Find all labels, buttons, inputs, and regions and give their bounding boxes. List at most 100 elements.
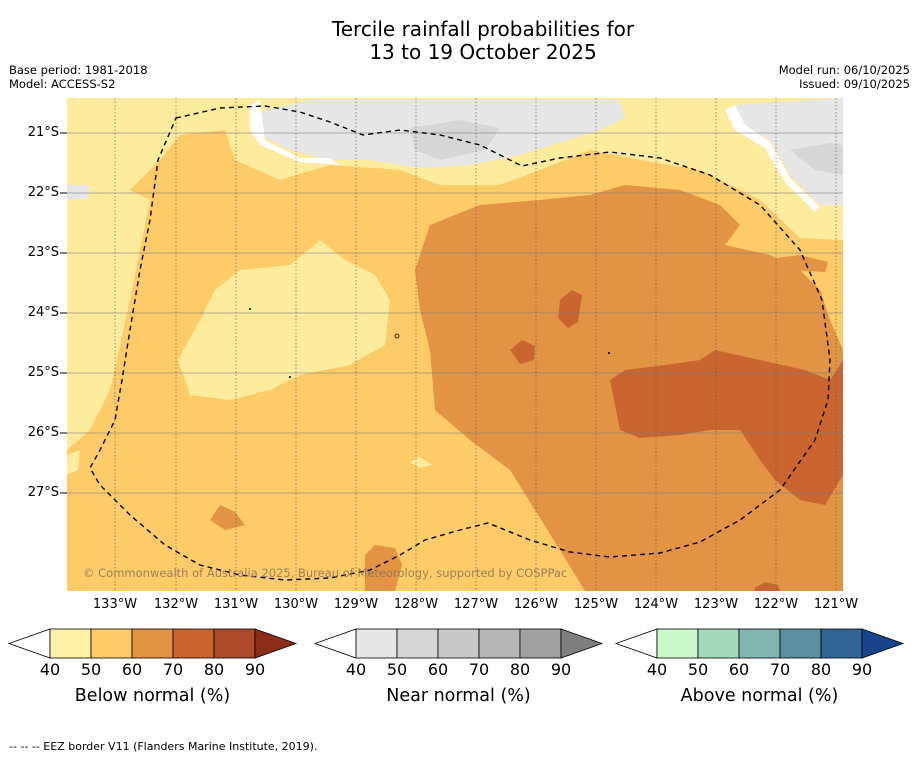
- colorbar-tick-label: 90: [851, 660, 873, 679]
- lon-label-124w: 124°W: [633, 597, 679, 612]
- title-line-1: Tercile rainfall probabilities for: [331, 17, 635, 41]
- colorbar-tick-label: 40: [345, 660, 367, 679]
- colorbar-over-triangle: [861, 628, 905, 659]
- map-plot-area: [67, 98, 843, 591]
- near-40-northeast: [735, 98, 843, 205]
- title-line-2: 13 to 19 October 2025: [369, 40, 597, 64]
- colorbar-swatch: [738, 628, 781, 659]
- colorbar-swatch: [478, 628, 521, 659]
- colorbar-tick-label: 80: [810, 660, 832, 679]
- below-40-southwest: [67, 450, 80, 475]
- lat-label-24s: 24°S: [27, 305, 59, 320]
- near-50-northeast: [790, 143, 843, 175]
- below-70-small-1: [558, 290, 582, 328]
- colorbar-tick-label: 40: [646, 660, 668, 679]
- model-run: Model run: 06/10/2025: [778, 63, 910, 77]
- colorbar-tick-label: 70: [162, 660, 184, 679]
- colorbar-tick-label: 60: [121, 660, 143, 679]
- eez-border: [89, 105, 831, 581]
- meta-left: Base period: 1981-2018 Model: ACCESS-S2: [9, 63, 148, 91]
- lon-label-131w: 131°W: [213, 597, 259, 612]
- colorbar-near-normal: [313, 628, 604, 659]
- lon-label-132w: 132°W: [153, 597, 199, 612]
- white-gap-north: [250, 100, 340, 165]
- island-mark: [608, 352, 610, 354]
- below-40-west: [67, 190, 150, 450]
- colorbar-title: Above normal (%): [680, 686, 839, 706]
- meta-right: Model run: 06/10/2025 Issued: 09/10/2025: [779, 63, 910, 91]
- colorbar-under-triangle: [313, 628, 357, 659]
- lat-label-23s: 23°S: [27, 245, 59, 260]
- lat-label-22s: 22°S: [27, 185, 59, 200]
- colorbar-tick-label: 80: [509, 660, 531, 679]
- colorbar-tick-label: 60: [427, 660, 449, 679]
- colorbar-below-normal: [7, 628, 298, 659]
- lon-label-129w: 129°W: [333, 597, 379, 612]
- colorbar-above-normal: [614, 628, 905, 659]
- island-mark: [289, 376, 291, 378]
- below-60-east-strip: [760, 255, 828, 272]
- colorbar-swatch: [656, 628, 699, 659]
- colorbar-tick-label: 50: [80, 660, 102, 679]
- colorbar-tick-label: 80: [203, 660, 225, 679]
- colorbar-tick-label: 70: [769, 660, 791, 679]
- colorbar-swatch: [820, 628, 863, 659]
- colorbar-over-triangle: [254, 628, 298, 659]
- colorbar-title: Near normal (%): [386, 686, 531, 706]
- copyright-notice: © Commonwealth of Australia 2025, Bureau…: [83, 566, 568, 580]
- colorbar-tick-label: 60: [728, 660, 750, 679]
- colorbar-under-triangle: [614, 628, 658, 659]
- eez-footnote: -- -- -- EEZ border V11 (Flanders Marine…: [9, 740, 318, 753]
- colorbar-tick-label: 90: [244, 660, 266, 679]
- colorbar-under-triangle: [7, 628, 51, 659]
- model-name: Model: ACCESS-S2: [9, 77, 116, 91]
- below-40-central: [178, 240, 390, 400]
- colorbar-swatch: [396, 628, 439, 659]
- lon-label-122w: 122°W: [753, 597, 799, 612]
- issued-date: Issued: 09/10/2025: [799, 77, 910, 91]
- base-period: Base period: 1981-2018: [9, 63, 148, 77]
- lon-label-128w: 128°W: [393, 597, 439, 612]
- lat-label-27s: 27°S: [27, 485, 59, 500]
- lon-label-127w: 127°W: [453, 597, 499, 612]
- near-50-north: [410, 120, 500, 160]
- colorbar-swatch: [172, 628, 215, 659]
- colorbar-tick-label: 50: [687, 660, 709, 679]
- longitude-gridlines: [114, 98, 837, 591]
- island-mark: [394, 333, 400, 339]
- island-mark: [249, 308, 251, 310]
- lon-label-125w: 125°W: [573, 597, 619, 612]
- lon-label-123w: 123°W: [693, 597, 739, 612]
- colorbar-swatch: [355, 628, 398, 659]
- chart-title: Tercile rainfall probabilities for 13 to…: [0, 18, 919, 64]
- below-70-east: [610, 350, 843, 505]
- colorbar-swatch: [131, 628, 174, 659]
- latitude-gridlines: [67, 132, 843, 494]
- below-70-small-2: [510, 340, 535, 364]
- colorbar-title: Below normal (%): [74, 686, 231, 706]
- lon-label-133w: 133°W: [92, 597, 138, 612]
- lat-label-25s: 25°S: [27, 365, 59, 380]
- lon-label-130w: 130°W: [273, 597, 319, 612]
- colorbar-swatch: [519, 628, 562, 659]
- colorbar-swatch: [90, 628, 133, 659]
- colorbar-swatch: [437, 628, 480, 659]
- below-60-southwest: [210, 505, 245, 530]
- near-40-west: [67, 185, 90, 200]
- colorbar-tick-label: 90: [550, 660, 572, 679]
- lon-label-121w: 121°W: [813, 597, 859, 612]
- colorbar-tick-label: 40: [39, 660, 61, 679]
- lat-label-26s: 26°S: [27, 425, 59, 440]
- colorbar-swatch: [49, 628, 92, 659]
- colorbar-swatch: [697, 628, 740, 659]
- axis-ticks: [60, 132, 67, 494]
- colorbar-tick-label: 50: [386, 660, 408, 679]
- below-40-small: [410, 457, 432, 468]
- colorbar-over-triangle: [560, 628, 604, 659]
- white-gap-northeast: [725, 105, 820, 212]
- colorbar-swatch: [779, 628, 822, 659]
- below-70-small-3: [755, 582, 780, 591]
- colorbar-tick-label: 70: [468, 660, 490, 679]
- lat-label-21s: 21°S: [27, 125, 59, 140]
